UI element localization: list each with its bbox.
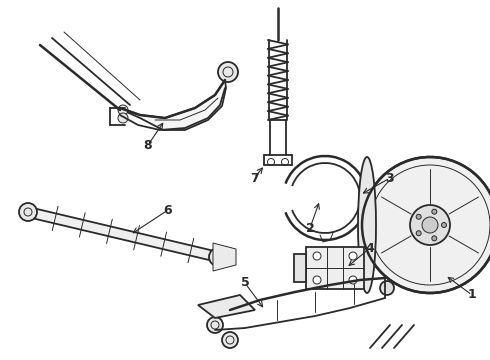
Text: 1: 1: [467, 288, 476, 302]
Text: 3: 3: [386, 171, 394, 185]
Circle shape: [422, 217, 438, 233]
Circle shape: [222, 332, 238, 348]
Polygon shape: [27, 207, 219, 262]
Circle shape: [209, 248, 227, 266]
Circle shape: [349, 276, 357, 284]
Circle shape: [362, 157, 490, 293]
Polygon shape: [198, 295, 255, 318]
Circle shape: [207, 317, 223, 333]
Circle shape: [380, 281, 394, 295]
Text: 4: 4: [366, 242, 374, 255]
Polygon shape: [118, 80, 226, 130]
Text: 7: 7: [249, 171, 258, 185]
Circle shape: [313, 252, 321, 260]
Circle shape: [313, 276, 321, 284]
Circle shape: [268, 158, 274, 166]
Circle shape: [416, 231, 421, 236]
Circle shape: [441, 222, 446, 228]
Polygon shape: [306, 247, 364, 289]
Ellipse shape: [358, 157, 376, 293]
Polygon shape: [213, 243, 236, 271]
Circle shape: [416, 214, 421, 219]
Circle shape: [218, 62, 238, 82]
Circle shape: [281, 158, 289, 166]
Circle shape: [118, 105, 128, 115]
Circle shape: [118, 113, 128, 123]
Circle shape: [19, 203, 37, 221]
Circle shape: [349, 252, 357, 260]
Circle shape: [432, 209, 437, 214]
Circle shape: [410, 205, 450, 245]
Text: 8: 8: [144, 139, 152, 152]
Text: 6: 6: [164, 203, 172, 216]
Text: 5: 5: [241, 276, 249, 289]
Circle shape: [432, 236, 437, 241]
Text: 2: 2: [306, 221, 315, 234]
Polygon shape: [294, 254, 306, 282]
